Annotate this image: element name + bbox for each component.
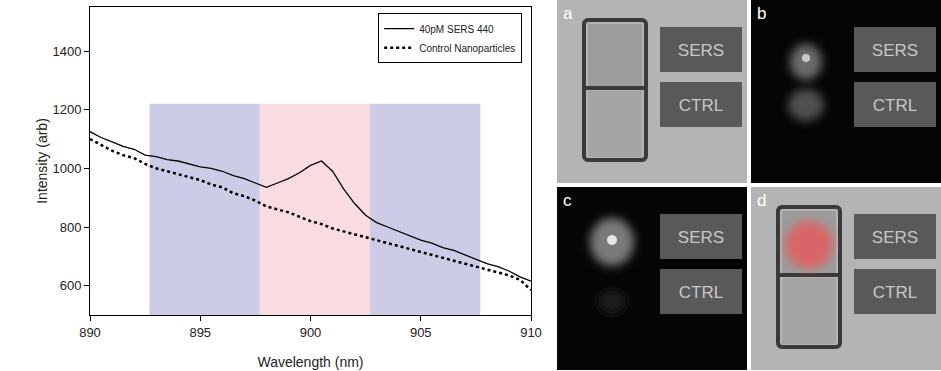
svg-text:800: 800 xyxy=(60,220,82,235)
svg-text:CTRL: CTRL xyxy=(679,283,723,302)
svg-text:895: 895 xyxy=(189,325,211,340)
svg-text:900: 900 xyxy=(300,325,322,340)
svg-text:890: 890 xyxy=(79,325,101,340)
svg-text:a: a xyxy=(563,4,573,23)
svg-text:d: d xyxy=(757,191,766,210)
svg-text:Control Nanoparticles: Control Nanoparticles xyxy=(419,43,515,54)
svg-text:b: b xyxy=(757,4,766,23)
svg-text:910: 910 xyxy=(520,325,542,340)
svg-text:905: 905 xyxy=(410,325,432,340)
svg-text:1400: 1400 xyxy=(52,44,81,59)
svg-text:CTRL: CTRL xyxy=(873,96,917,115)
svg-text:c: c xyxy=(563,191,572,210)
svg-text:40pM SERS 440: 40pM SERS 440 xyxy=(419,24,494,35)
svg-text:SERS: SERS xyxy=(872,41,918,60)
svg-text:1200: 1200 xyxy=(52,102,81,117)
svg-text:1000: 1000 xyxy=(52,161,81,176)
svg-text:SERS: SERS xyxy=(872,228,918,247)
svg-text:Wavelength (nm): Wavelength (nm) xyxy=(257,354,363,370)
svg-text:CTRL: CTRL xyxy=(679,96,723,115)
svg-text:CTRL: CTRL xyxy=(873,283,917,302)
svg-text:600: 600 xyxy=(60,278,82,293)
svg-text:SERS: SERS xyxy=(678,41,724,60)
svg-text:SERS: SERS xyxy=(678,228,724,247)
svg-text:Intensity (arb): Intensity (arb) xyxy=(34,118,50,204)
